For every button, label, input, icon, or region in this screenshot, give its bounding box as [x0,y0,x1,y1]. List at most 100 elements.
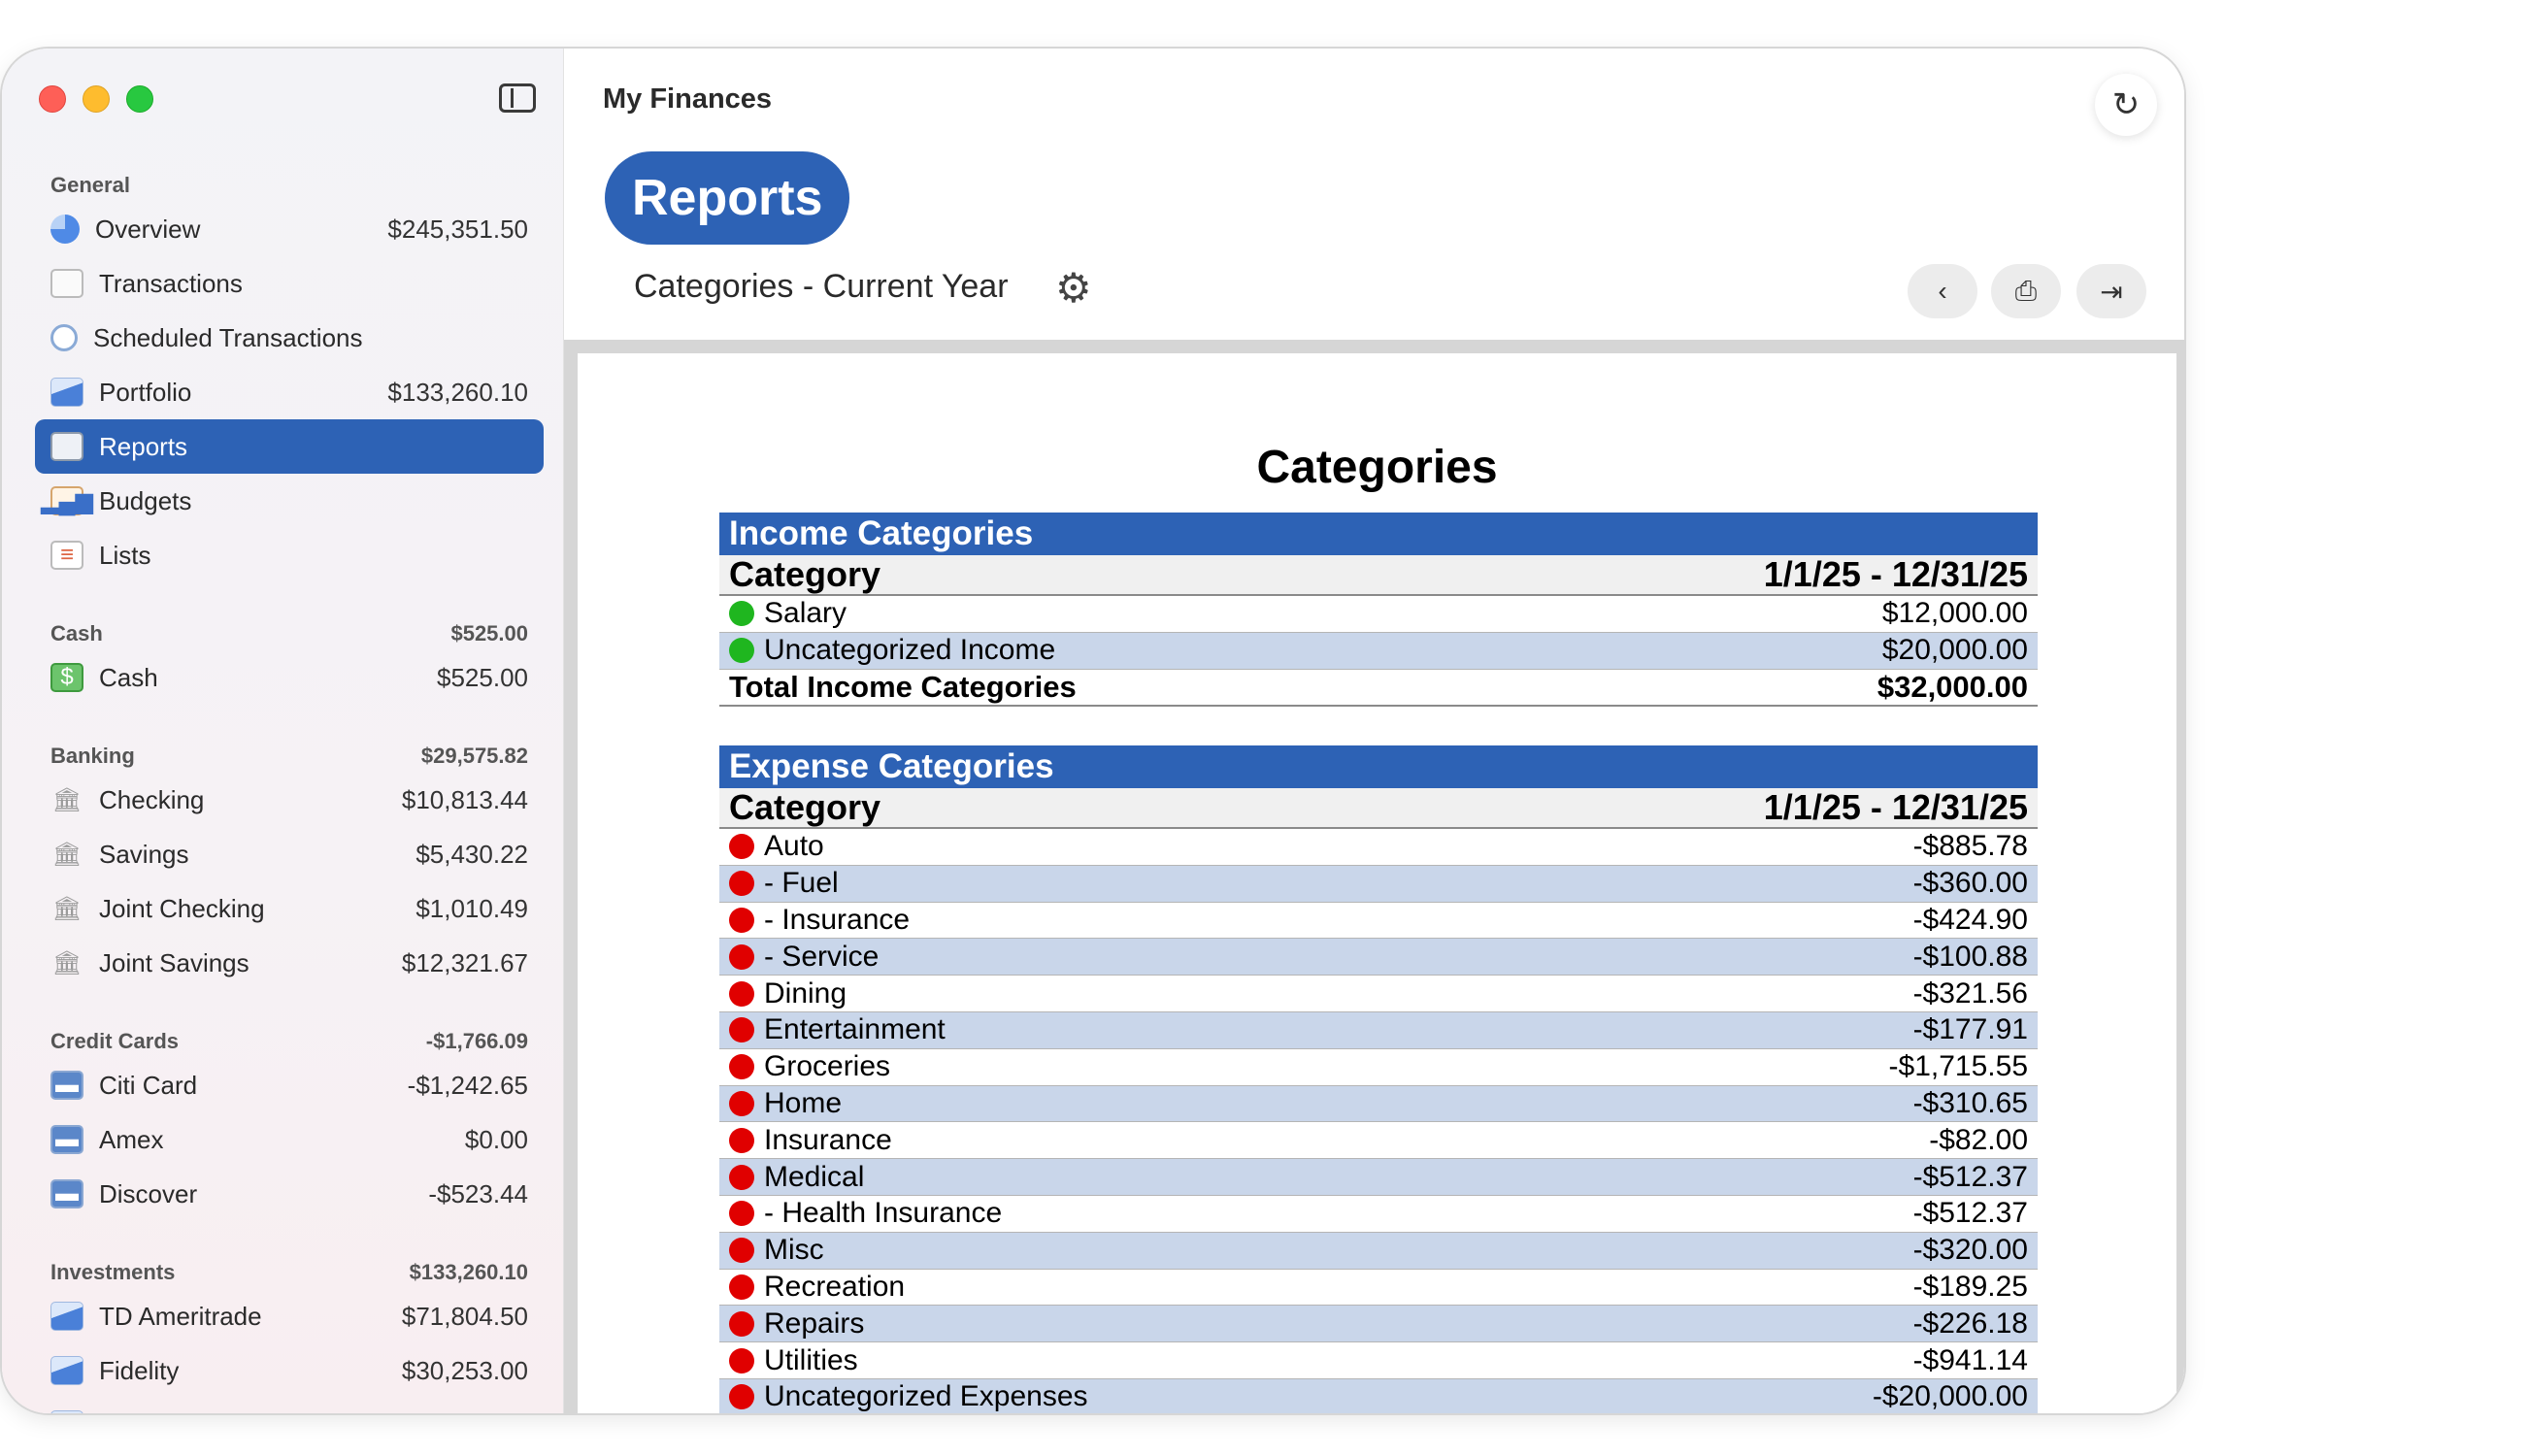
category-cell: Uncategorized Income [729,634,1055,667]
sidebar-item-label: Citi Card [99,1070,198,1100]
sidebar-item-amount: $0.00 [464,1124,528,1154]
category-name: Groceries [764,1050,891,1083]
category-name: - Health Insurance [764,1197,1003,1230]
table-row[interactable]: Uncategorized Expenses -$20,000.00 [719,1378,2038,1413]
sidebar-toggle-icon[interactable] [499,83,536,113]
table-row[interactable]: - Service -$100.88 [719,939,2038,976]
table-row[interactable]: - Health Insurance -$512.37 [719,1196,2038,1233]
sidebar-section-header: Banking $29,575.82 [35,718,544,773]
report-settings-gear-icon[interactable]: ⚙ [1055,265,1092,311]
print-button[interactable]: ⎙ [1991,264,2061,318]
sidebar-item-savings[interactable]: 🏛 Savings $5,430.22 [35,827,544,881]
sidebar-item-label: Joint Savings [99,947,249,977]
table-row[interactable]: Groceries -$1,715.55 [719,1049,2038,1086]
category-cell: - Insurance [729,904,910,937]
credit-card-icon: ▬ [50,1125,83,1154]
report-viewer[interactable]: Categories Income Categories Category 1/… [564,340,2184,1413]
category-cell: Uncategorized Expenses [729,1380,1088,1413]
table-row[interactable]: Entertainment -$177.91 [719,1011,2038,1049]
sidebar-item-amount: $245,351.50 [387,214,528,244]
sidebar-item-citi-card[interactable]: ▬ Citi Card -$1,242.65 [35,1058,544,1112]
app-window: General Overview $245,351.50 Transactions Sc… [2,49,2184,1413]
sidebar-item-amount: $71,804.50 [401,1301,528,1331]
sidebar-section-header: Credit Cards -$1,766.09 [35,1004,544,1058]
sidebar-item-checking[interactable]: 🏛 Checking $10,813.44 [35,773,544,827]
table-row[interactable]: Utilities -$941.14 [719,1342,2038,1379]
income-total-value: $32,000.00 [1876,669,2028,704]
category-dot-icon [729,1238,754,1264]
section-label: Banking [50,744,135,768]
sidebar-item-vanguard[interactable]: Vanguard$31,202.60 [35,1398,544,1413]
column-period: 1/1/25 - 12/31/25 [1763,787,2028,827]
sidebar-item-joint-checking[interactable]: 🏛 Joint Checking $1,010.49 [35,881,544,936]
sidebar-item-portfolio[interactable]: Portfolio $133,260.10 [35,365,544,419]
category-cell: Repairs [729,1307,864,1340]
category-cell: Groceries [729,1050,890,1083]
bank-icon: 🏛 [51,841,83,868]
income-total-label: Total Income Categories [729,669,1077,704]
table-row[interactable]: Salary $12,000.00 [719,596,2038,633]
amount-cell: -$82.00 [1929,1123,2028,1156]
section-gap [35,1221,544,1235]
sidebar-item-joint-savings[interactable]: 🏛 Joint Savings $12,321.67 [35,936,544,990]
amount-cell: -$189.25 [1912,1270,2028,1303]
category-dot-icon [729,1347,754,1373]
category-cell: Dining [729,977,847,1010]
category-name: Utilities [764,1343,858,1376]
pie-chart-icon [50,215,80,244]
zoom-window-button[interactable] [126,85,153,113]
sidebar-item-label: Lists [99,540,151,570]
category-name: Repairs [764,1307,865,1340]
category-name: Insurance [764,1123,892,1156]
table-row[interactable]: Auto -$885.78 [719,829,2038,866]
amount-cell: -$424.90 [1912,903,2028,936]
sidebar-item-amount: $1,010.49 [415,893,528,923]
sidebar-item-amex[interactable]: ▬ Amex $0.00 [35,1112,544,1167]
sidebar-item-label: Checking [99,784,205,814]
sidebar-item-label: Savings [99,839,189,869]
table-row[interactable]: Recreation -$189.25 [719,1270,2038,1307]
sidebar-item-reports[interactable]: Reports [35,419,544,474]
category-name: Medical [764,1160,865,1193]
table-row[interactable]: Dining -$321.56 [719,976,2038,1012]
sidebar-item-amount: $133,260.10 [387,377,528,407]
sidebar-item-cash[interactable]: $ Cash $525.00 [35,650,544,705]
sidebar-section-header: General [35,163,544,202]
sidebar-item-discover[interactable]: ▬ Discover -$523.44 [35,1167,544,1221]
table-row[interactable]: Uncategorized Income $20,000.00 [719,632,2038,670]
export-button[interactable]: ⇥ [2076,264,2146,318]
back-button[interactable]: ‹ [1908,264,1977,318]
table-row[interactable]: - Fuel -$360.00 [719,865,2038,903]
calculator-icon [50,432,83,461]
income-column-header: Category 1/1/25 - 12/31/25 [719,554,2038,596]
sidebar-item-td-ameritrade[interactable]: TD Ameritrade $71,804.50 [35,1289,544,1343]
section-total: $133,260.10 [409,1260,528,1284]
table-row[interactable]: Medical -$512.37 [719,1159,2038,1196]
sidebar-item-fidelity[interactable]: Fidelity $30,253.00 [35,1343,544,1398]
category-name: Entertainment [764,1013,946,1046]
section-gap [35,582,544,596]
table-row[interactable]: Repairs -$226.18 [719,1306,2038,1343]
sidebar-item-amount: $12,321.67 [401,947,528,977]
sidebar-item-budgets[interactable]: ▂▄▆ Budgets [35,474,544,528]
category-dot-icon [729,871,754,897]
report-selector[interactable]: Categories - Current Year [634,268,1009,305]
sidebar-item-lists[interactable]: ≡ Lists [35,528,544,582]
category-dot-icon [729,1127,754,1153]
close-window-button[interactable] [39,85,66,113]
table-row[interactable]: Misc -$320.00 [719,1232,2038,1270]
table-row[interactable]: - Insurance -$424.90 [719,903,2038,940]
sidebar-item-overview[interactable]: Overview $245,351.50 [35,202,544,256]
category-dot-icon [729,1090,754,1116]
sidebar-item-scheduled-transactions[interactable]: Scheduled Transactions [35,311,544,365]
category-dot-icon [729,1017,754,1043]
minimize-window-button[interactable] [83,85,110,113]
table-row[interactable]: Insurance -$82.00 [719,1122,2038,1160]
refresh-button[interactable]: ↻ [2095,74,2157,136]
sidebar-item-transactions[interactable]: Transactions [35,256,544,311]
sidebar-item-amount: $31,202.60 [402,1410,528,1414]
sidebar-item-label: Fidelity [99,1355,180,1385]
category-cell: Insurance [729,1124,892,1157]
sidebar-item-amount: $10,813.44 [401,784,528,814]
table-row[interactable]: Home -$310.65 [719,1085,2038,1123]
